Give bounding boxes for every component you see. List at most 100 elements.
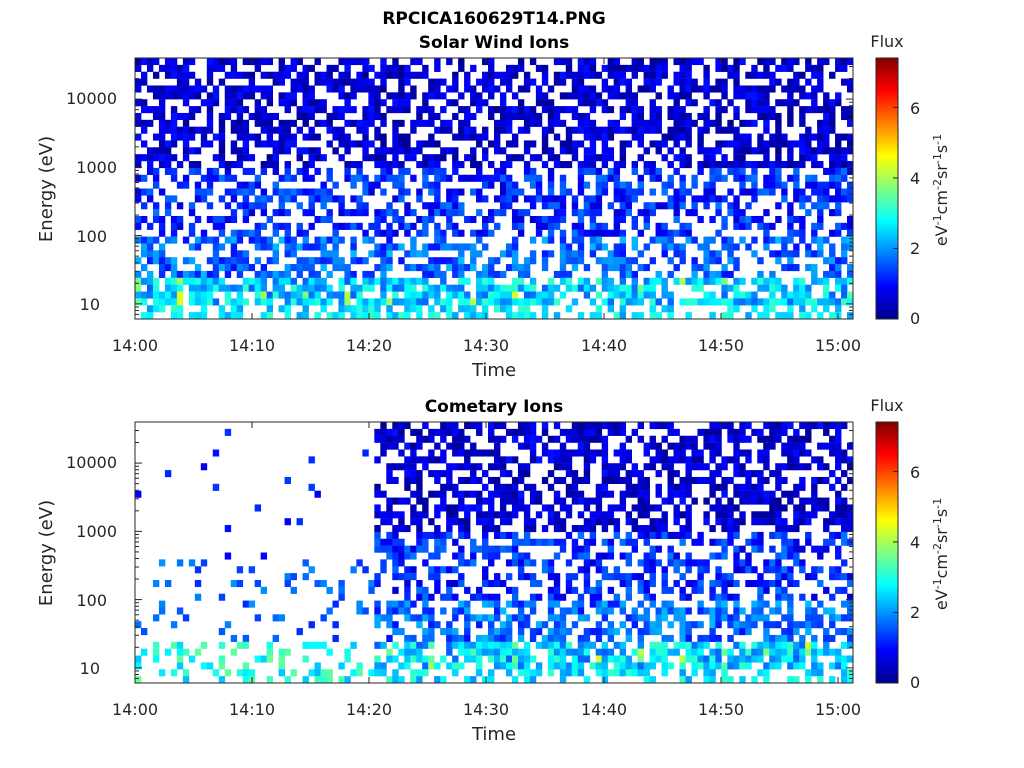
heatmap-cell	[649, 600, 656, 608]
heatmap-cell	[302, 174, 309, 182]
heatmap-cell	[601, 126, 609, 134]
heatmap-cell	[410, 243, 417, 251]
heatmap-cell	[829, 174, 836, 182]
heatmap-cell	[673, 209, 680, 217]
heatmap-cell	[476, 167, 483, 175]
heatmap-cell	[565, 607, 573, 615]
axes	[134, 57, 853, 320]
heatmap-cell	[422, 662, 429, 670]
heatmap-cell	[679, 78, 686, 86]
heatmap-cell	[254, 133, 262, 141]
heatmap-cell	[637, 284, 644, 292]
heatmap-cell	[374, 662, 381, 670]
heatmap-cell	[152, 133, 160, 141]
heatmap-cell	[380, 243, 387, 251]
heatmap-cell	[649, 140, 656, 148]
heatmap-cell	[272, 140, 279, 148]
heatmap-cell	[601, 573, 609, 581]
heatmap-cell	[673, 106, 680, 114]
heatmap-cell	[547, 593, 555, 601]
heatmap-cell	[338, 126, 345, 134]
heatmap-cell	[476, 614, 483, 622]
heatmap-cell	[775, 250, 782, 258]
heatmap-cell	[188, 257, 196, 265]
heatmap-cell	[470, 264, 477, 272]
heatmap-cell	[440, 209, 447, 217]
heatmap-cell	[655, 655, 662, 663]
heatmap-cell	[775, 99, 782, 107]
heatmap-cell	[368, 140, 375, 148]
heatmap-cell	[188, 559, 196, 567]
heatmap-cell	[589, 106, 597, 114]
heatmap-cell	[236, 71, 244, 79]
heatmap-cell	[326, 188, 333, 196]
heatmap-cell	[308, 641, 315, 649]
heatmap-cell	[835, 147, 842, 155]
heatmap-cell	[230, 140, 238, 148]
heatmap-cell	[709, 435, 716, 443]
heatmap-cell	[619, 284, 627, 292]
heatmap-cell	[601, 99, 609, 107]
heatmap-cell	[691, 195, 698, 203]
heatmap-cell	[464, 71, 471, 79]
heatmap-cell	[763, 435, 770, 443]
heatmap-cell	[703, 85, 710, 93]
heatmap-cell	[541, 222, 549, 230]
heatmap-cell	[242, 167, 250, 175]
heatmap-cell	[775, 64, 782, 72]
heatmap-cell	[356, 662, 363, 670]
heatmap-cell	[595, 483, 603, 491]
heatmap-cell	[135, 662, 142, 670]
heatmap-cell	[362, 147, 369, 155]
heatmap-cell	[619, 504, 627, 512]
heatmap-cell	[482, 99, 489, 107]
heatmap-cell	[416, 518, 423, 526]
heatmap-cell	[416, 511, 423, 519]
heatmap-cell	[392, 586, 399, 594]
heatmap-cell	[164, 284, 172, 292]
heatmap-cell	[571, 607, 579, 615]
heatmap-cell	[757, 277, 764, 285]
heatmap-cell	[188, 222, 196, 230]
colorbar: Flux 0 2 4 6 eV-1cm-2sr-1s-1	[870, 396, 951, 692]
heatmap-cell	[344, 174, 351, 182]
heatmap-cell	[817, 442, 824, 450]
heatmap-cell	[242, 58, 250, 66]
heatmap-cell	[685, 511, 692, 519]
heatmap-cell	[637, 648, 644, 656]
heatmap-cell	[494, 174, 501, 182]
heatmap-cell	[589, 456, 597, 464]
heatmap-cell	[386, 284, 393, 292]
heatmap-cell	[649, 442, 656, 450]
heatmap-cell	[404, 147, 411, 155]
heatmap-cell	[206, 298, 214, 306]
y-tick-label: 1000	[76, 522, 117, 541]
heatmap-cell	[745, 559, 752, 567]
heatmap-cell	[715, 463, 722, 471]
heatmap-cell	[589, 99, 597, 107]
heatmap-cell	[320, 99, 327, 107]
heatmap-cell	[499, 504, 507, 512]
heatmap-cell	[494, 449, 501, 457]
heatmap-cell	[332, 257, 339, 265]
heatmap-cell	[799, 229, 806, 237]
heatmap-cell	[697, 531, 704, 539]
heatmap-cell	[499, 195, 507, 203]
heatmap-cell	[260, 126, 268, 134]
heatmap-cell	[320, 257, 327, 265]
heatmap-cell	[176, 133, 184, 141]
heatmap-cell	[482, 71, 489, 79]
heatmap-cell	[236, 669, 244, 677]
heatmap-cell	[458, 188, 465, 196]
heatmap-cell	[577, 531, 585, 539]
heatmap-cell	[763, 92, 770, 100]
heatmap-cell	[757, 593, 764, 601]
heatmap-cell	[745, 483, 752, 491]
heatmap-cell	[607, 277, 615, 285]
heatmap-cell	[422, 215, 429, 224]
heatmap-cell	[170, 58, 178, 66]
heatmap-cell	[476, 291, 483, 299]
heatmap-cell	[835, 614, 842, 622]
heatmap-cell	[721, 614, 728, 622]
heatmap-cell	[248, 71, 256, 79]
